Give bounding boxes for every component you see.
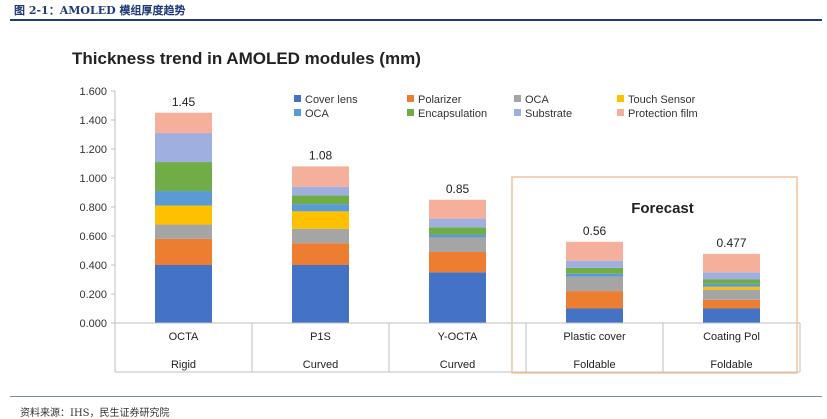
- chart-title: Thickness trend in AMOLED modules (mm): [72, 49, 421, 68]
- bar-segment: [292, 228, 349, 244]
- forecast-box: [511, 176, 798, 374]
- x-category-label: Y-OCTA: [438, 331, 478, 343]
- x-category-label: Coating Pol: [703, 331, 760, 343]
- bar-segment: [292, 243, 349, 265]
- bar-segment: [703, 279, 760, 284]
- bar-segment: [292, 211, 349, 229]
- bar-segment: [566, 276, 623, 292]
- bar-segment: [703, 289, 760, 300]
- x-group-label: Curved: [440, 359, 475, 371]
- bar-total-label: 0.56: [583, 224, 607, 238]
- bar-total-label: 1.08: [309, 148, 333, 162]
- bar-segment: [703, 253, 760, 273]
- y-tick-label: 0.800: [79, 202, 107, 214]
- legend-label: OCA: [305, 108, 330, 120]
- chart: Thickness trend in AMOLED modules (mm) 1…: [72, 49, 801, 374]
- legend-label: Cover lens: [305, 94, 358, 106]
- legend-swatch: [294, 109, 301, 116]
- y-tick-label: 1.200: [79, 144, 107, 156]
- bar-total-label: 1.45: [172, 95, 196, 109]
- legend-label: Protection film: [628, 108, 698, 120]
- bar-segment: [429, 218, 486, 228]
- x-category-label: OCTA: [169, 331, 199, 343]
- bar-segment: [703, 283, 760, 287]
- x-category-label: P1S: [310, 331, 331, 343]
- x-axis: OCTA Rigid P1S Curved Y-OCTA Curved Plastic co…: [114, 322, 801, 373]
- bar-total-label: 0.85: [446, 182, 470, 196]
- legend-swatch: [514, 109, 521, 116]
- y-tick-label: 1.600: [79, 86, 107, 98]
- bar-segment: [703, 286, 760, 290]
- bar-segment: [429, 227, 486, 235]
- bar-segment: [155, 224, 212, 239]
- bar-segment: [155, 112, 212, 134]
- bar-segment: [155, 238, 212, 265]
- bar-segment: [292, 265, 349, 323]
- legend-label: Polarizer: [418, 94, 462, 106]
- bar-segment: [429, 199, 486, 219]
- bar-segment: [566, 267, 623, 274]
- legend-swatch: [617, 109, 624, 116]
- y-tick-label: 0.600: [79, 231, 107, 243]
- y-tick-label: 1.400: [79, 115, 107, 127]
- legend-swatch: [407, 95, 414, 102]
- legend-label: Encapsulation: [418, 108, 487, 120]
- top-rule: [10, 19, 822, 21]
- y-tick-label: 0.200: [79, 289, 107, 301]
- bar-segment: [155, 191, 212, 206]
- legend-swatch: [407, 109, 414, 116]
- bar-segment: [566, 291, 623, 309]
- bar-segment: [566, 308, 623, 323]
- bar-segment: [155, 162, 212, 192]
- legend-swatch: [617, 95, 624, 102]
- bar-segment: [566, 260, 623, 268]
- bar-segment: [292, 204, 349, 212]
- bar-segment: [292, 166, 349, 187]
- legend-swatch: [294, 95, 301, 102]
- bar-segment: [429, 234, 486, 238]
- y-tick-label: 0.000: [79, 318, 107, 330]
- bar-total-label: 0.477: [716, 236, 746, 250]
- bottom-rule: [10, 396, 822, 397]
- bar-segment: [155, 205, 212, 225]
- legend-swatch: [514, 95, 521, 102]
- bar-segment: [703, 308, 760, 323]
- bar-segment: [566, 273, 623, 277]
- bar-segment: [703, 272, 760, 280]
- legend: Cover lens Polarizer OCA Touch Sensor OCA Enc…: [294, 94, 698, 120]
- y-tick-label: 0.400: [79, 260, 107, 272]
- source-note: 资料来源：IHS，民生证券研究院: [20, 408, 170, 419]
- figure-caption: 图 2-1：AMOLED 模组厚度趋势: [14, 4, 186, 17]
- legend-label: OCA: [525, 94, 550, 106]
- bar-segment: [703, 299, 760, 309]
- x-group-label: Rigid: [171, 359, 196, 371]
- bars-layer: 1.45 1.08 0.85 0.56 0.477: [155, 95, 760, 323]
- bar-segment: [566, 241, 623, 261]
- x-group-label: Foldable: [573, 359, 615, 371]
- y-axis: 0.000 0.200 0.400 0.600 0.800 1.000 1.200 1.400…: [79, 86, 116, 330]
- bar-segment: [155, 265, 212, 323]
- x-group-label: Foldable: [710, 359, 752, 371]
- x-category-label: Plastic cover: [563, 331, 626, 343]
- forecast-label: Forecast: [631, 200, 694, 217]
- bar-segment: [292, 195, 349, 205]
- legend-label: Touch Sensor: [628, 94, 696, 106]
- y-tick-label: 1.000: [79, 173, 107, 185]
- bar-segment: [429, 251, 486, 273]
- forecast-annotation: Forecast: [511, 176, 798, 374]
- bar-segment: [155, 133, 212, 163]
- x-group-label: Curved: [303, 359, 338, 371]
- bar-segment: [429, 237, 486, 252]
- bar-segment: [429, 272, 486, 323]
- bar-segment: [292, 186, 349, 196]
- legend-label: Substrate: [525, 108, 572, 120]
